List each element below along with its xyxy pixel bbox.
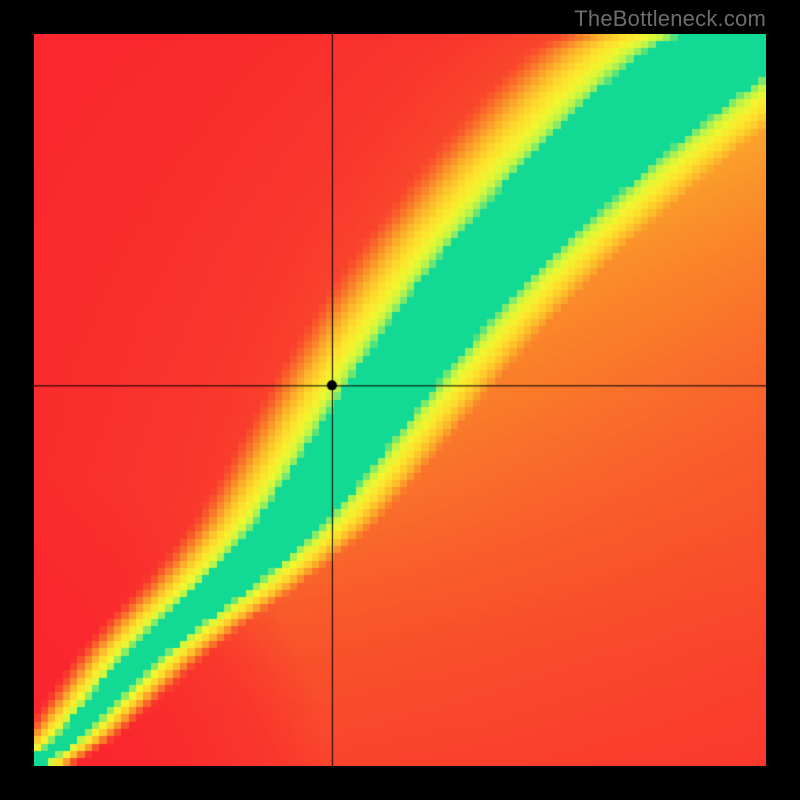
bottleneck-heatmap [34,34,766,766]
page-root: TheBottleneck.com [0,0,800,800]
heatmap-canvas [34,34,766,766]
watermark-text: TheBottleneck.com [574,6,766,32]
